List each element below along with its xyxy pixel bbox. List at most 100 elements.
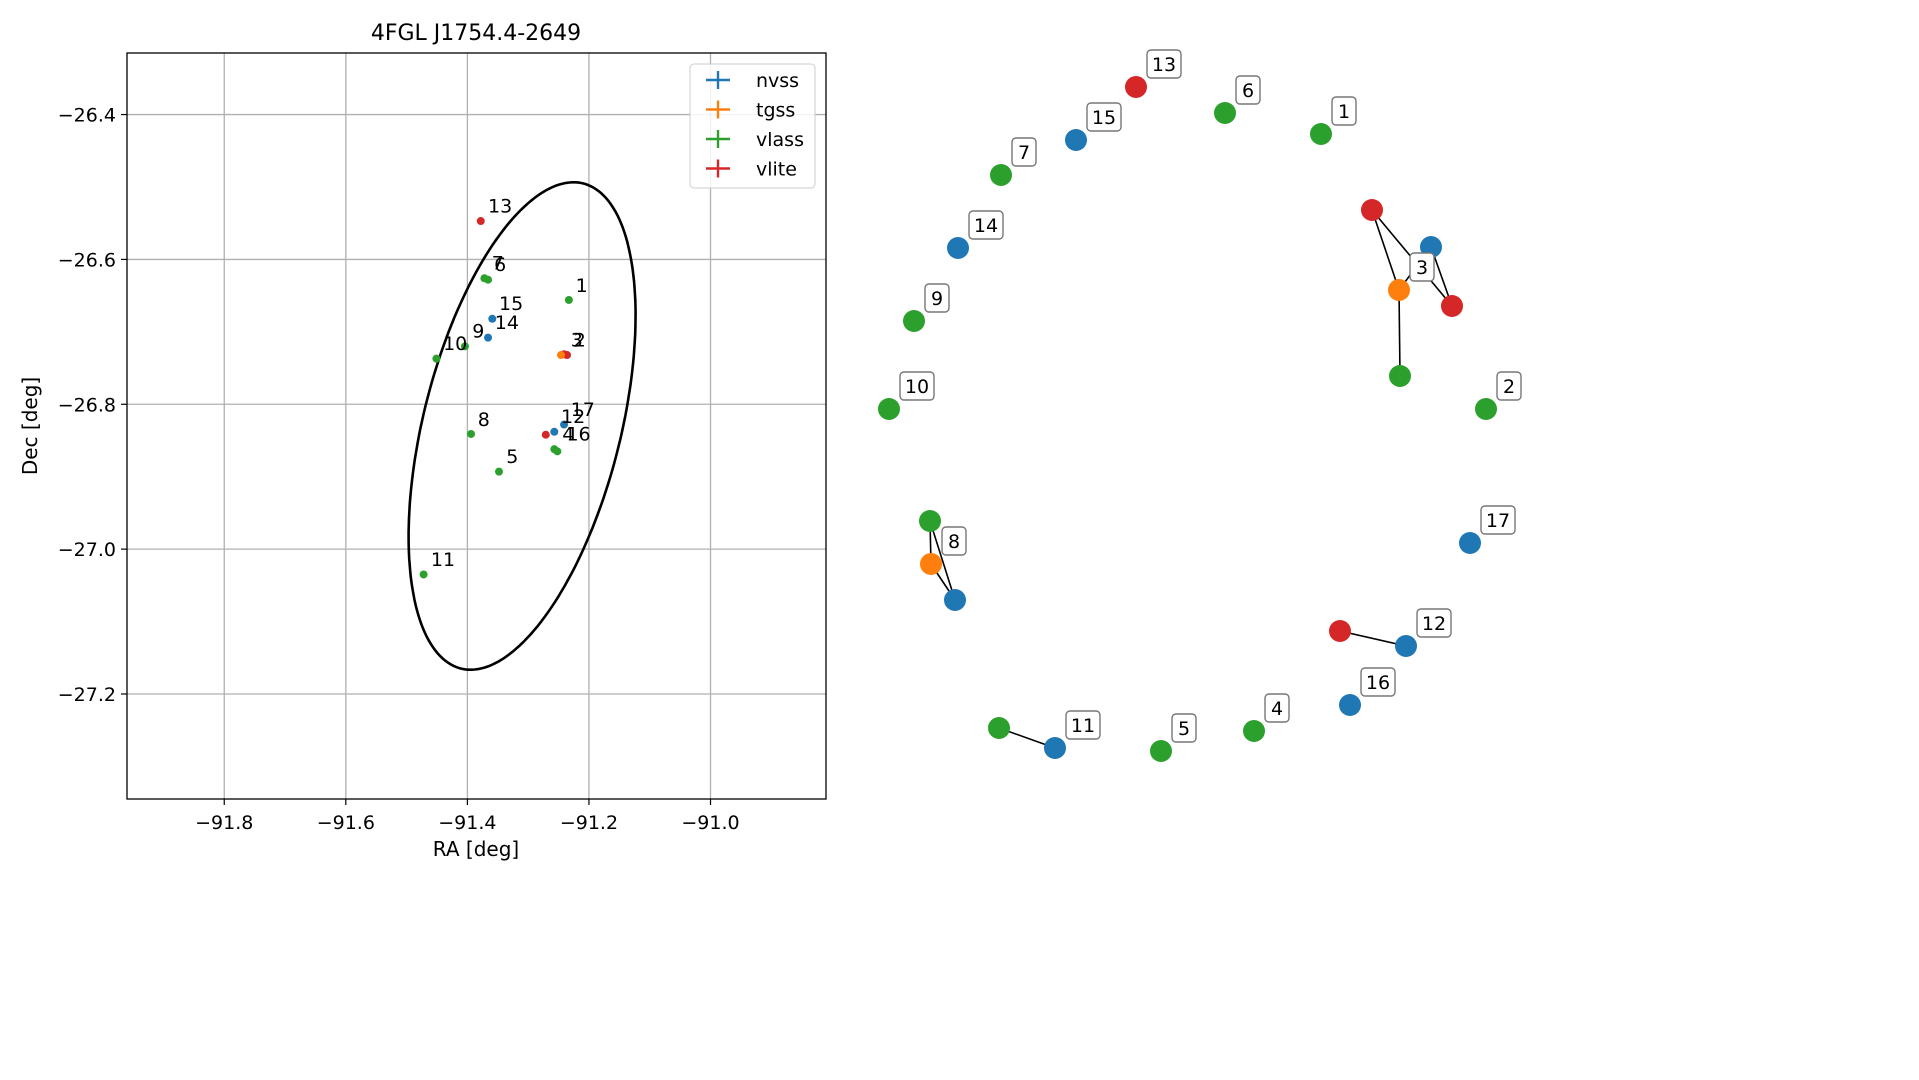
data-point-vlass [494,467,503,476]
network-edge [929,520,956,601]
network-node-vlass [878,398,900,420]
network-label: 17 [1486,510,1510,532]
point-label: 14 [495,312,519,334]
network-node-tgss [1388,279,1410,301]
network-label: 11 [1071,715,1095,737]
legend-box [689,63,816,189]
network-node-vlass [1310,123,1332,145]
network-label-box [941,526,967,556]
network-label: 2 [1503,376,1515,398]
network-node-vlass [1214,102,1236,124]
data-point-vlite [541,430,550,439]
point-label: 16 [566,423,590,445]
network-label-box [1086,102,1122,132]
network-label: 8 [948,531,960,553]
data-point-vlite [476,217,485,226]
network-label-box [1065,710,1101,740]
network-node-vlite [1441,295,1463,317]
point-label: 2 [574,329,586,351]
data-point-vlass [484,275,493,284]
network-node-vlass [988,717,1010,739]
network-nodes [878,76,1497,762]
data-point-nvss [550,427,559,436]
x-tick-label: −91.6 [317,812,375,834]
network-edge [1398,289,1401,377]
legend-label-tgss: tgss [756,100,795,122]
data-point-vlass [419,570,428,579]
y-tick-label: −26.4 [58,105,116,127]
data-point-vlass [432,354,441,363]
network-node-vlite [1361,199,1383,221]
network-edge [1371,209,1400,291]
data-point-vlite [563,351,572,360]
x-tick-label: −91.8 [195,812,253,834]
point-label: 7 [492,253,504,275]
network-label-box [1264,693,1290,723]
grid-lines [127,53,826,799]
network-label: 5 [1178,718,1190,740]
legend-label-vlass: vlass [756,129,804,151]
point-label: 17 [571,399,595,421]
point-label: 8 [478,409,490,431]
network-label: 12 [1422,613,1446,635]
network-node-vlite [1329,620,1351,642]
point-label: 15 [499,293,523,315]
network-node-vlite [1125,76,1147,98]
network-label-box [1146,49,1182,79]
point-label: 11 [431,549,455,571]
network-label: 9 [931,288,943,310]
data-point-vlass [564,295,573,304]
x-tick-label: −91.4 [438,812,496,834]
network-node-nvss [1065,129,1087,151]
network-node-vlass [903,310,925,332]
network-node-nvss [1395,635,1417,657]
network-label-box [1480,505,1516,535]
data-point-vlass [460,342,469,351]
network-label: 7 [1018,142,1030,164]
y-tick-label: −27.2 [58,684,116,706]
network-label-box [1171,713,1197,743]
data-points [419,217,573,579]
network-node-nvss [1044,737,1066,759]
uncertainty-ellipse [407,181,637,671]
network-node-vlass [990,164,1012,186]
network-label-box [1409,252,1435,282]
network-node-vlass [1243,720,1265,742]
network-label-box [1496,371,1522,401]
point-label: 6 [494,254,506,276]
ellipse-outline [407,181,637,671]
data-point-nvss [560,420,569,429]
network-node-vlass [919,510,941,532]
network-label-box [924,283,950,313]
network-label: 15 [1092,107,1116,129]
point-label: 10 [443,333,467,355]
network-label: 14 [974,215,998,237]
network-label-box [968,210,1004,240]
x-axis-ticks: −91.8 −91.6 −91.4 −91.2 −91.0 [195,799,740,834]
network-label: 4 [1271,698,1283,720]
data-point-vlass [467,429,476,438]
point-label: 3 [571,329,583,351]
network-label: 1 [1338,101,1350,123]
legend-label-vlite: vlite [756,159,797,181]
x-tick-label: −91.2 [560,812,618,834]
x-tick-label: −91.0 [681,812,739,834]
legend: nvss tgss vlass vlite [689,63,816,189]
network-label-box [1331,96,1357,126]
network-label-box [1235,75,1261,105]
x-axis-label: RA [deg] [433,837,519,861]
network-node-nvss [947,237,969,259]
data-point-tgss [556,351,565,360]
network-label: 10 [905,376,929,398]
network-label: 16 [1366,672,1390,694]
point-label: 1 [576,275,588,297]
point-label: 12 [561,406,585,428]
network-label: 3 [1416,257,1428,279]
network-label: 6 [1242,80,1254,102]
network-label: 13 [1152,54,1176,76]
network-node-tgss [920,553,942,575]
y-tick-label: −26.8 [58,394,116,416]
network-node-vlass [1150,740,1172,762]
point-label: 13 [488,195,512,217]
